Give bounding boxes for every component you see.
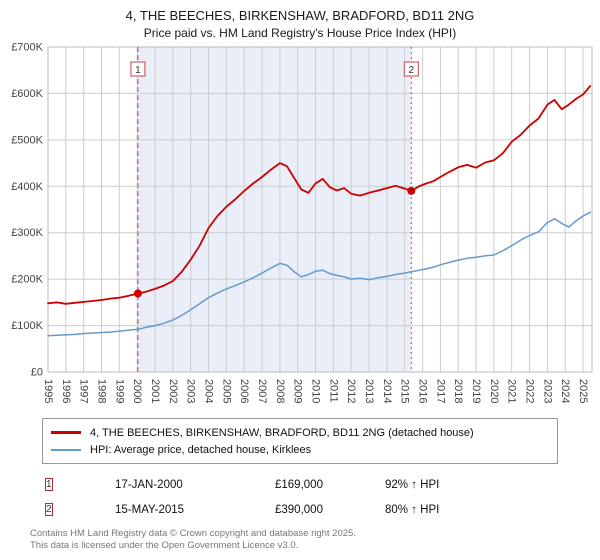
copyright-footer: Contains HM Land Registry data © Crown c… (30, 528, 600, 553)
x-axis-tick-label: 2023 (541, 379, 553, 403)
x-axis-tick-label: 1998 (96, 379, 108, 403)
x-axis-tick-label: 2015 (399, 379, 411, 403)
hpi-line-swatch (51, 448, 81, 451)
x-axis-tick-label: 2014 (381, 379, 393, 403)
transaction-1-price: £169,000 (275, 478, 323, 491)
price-line-swatch (51, 431, 81, 434)
transaction-1-date: 17-JAN-2000 (115, 478, 183, 491)
x-axis-tick-label: 1997 (78, 379, 90, 403)
y-axis-tick-label: £500K (11, 134, 43, 146)
plot-border (47, 46, 593, 373)
page-subtitle: Price paid vs. HM Land Registry's House … (143, 26, 457, 40)
chart-legend: 4, THE BEECHES, BIRKENSHAW, BRADFORD, BD… (42, 418, 558, 464)
sale-flag-number-1: 1 (135, 65, 141, 76)
x-axis-tick-label: 1995 (42, 379, 54, 403)
x-axis-tick-label: 2009 (292, 379, 304, 403)
y-axis-tick-label: £400K (11, 181, 43, 193)
transaction-2-price: £390,000 (275, 503, 323, 516)
legend-item-hpi: HPI: Average price, detached house, Kirk… (51, 441, 549, 458)
legend-label-price-paid: 4, THE BEECHES, BIRKENSHAW, BRADFORD, BD… (90, 426, 474, 439)
y-axis-tick-label: £200K (11, 274, 43, 286)
legend-item-price-paid: 4, THE BEECHES, BIRKENSHAW, BRADFORD, BD… (51, 424, 549, 441)
y-axis-tick-label: £600K (11, 88, 43, 100)
x-axis-tick-label: 1999 (113, 379, 125, 403)
x-axis-tick-label: 2000 (131, 379, 143, 403)
transaction-row-1: 1 17-JAN-2000 £169,000 92% ↑ HPI (45, 478, 600, 491)
x-axis-tick-label: 2006 (238, 379, 250, 403)
copyright-line-1: Contains HM Land Registry data © Crown c… (30, 528, 356, 539)
x-axis-tick-label: 2019 (470, 379, 482, 403)
x-axis-tick-label: 2004 (203, 379, 215, 403)
y-axis-tick-label: £300K (11, 227, 43, 239)
transaction-row-2: 2 15-MAY-2015 £390,000 80% ↑ HPI (45, 503, 600, 516)
x-axis-tick-label: 2012 (345, 379, 357, 403)
x-axis-tick-label: 2016 (417, 379, 429, 403)
sale-flag-2 (403, 61, 419, 77)
x-axis-tick-label: 2022 (524, 379, 536, 403)
x-axis-tick-label: 2001 (149, 379, 161, 403)
hpi-line (47, 211, 591, 337)
sale-point-1 (133, 289, 142, 298)
x-axis-tick-label: 2008 (274, 379, 286, 403)
transaction-1-number-badge: 1 (45, 478, 53, 491)
sale-flag-1 (130, 61, 146, 77)
x-axis-tick-label: 2024 (559, 379, 571, 403)
transaction-1-hpi-delta: 92% ↑ HPI (385, 478, 440, 491)
page-title: 4, THE BEECHES, BIRKENSHAW, BRADFORD, BD… (125, 8, 475, 23)
x-axis-tick-label: 2021 (506, 379, 518, 403)
x-axis-tick-label: 2010 (310, 379, 322, 403)
transaction-2-date: 15-MAY-2015 (115, 503, 185, 516)
y-axis-tick-label: £700K (11, 42, 43, 54)
x-axis-tick-label: 1996 (60, 379, 72, 403)
x-axis-tick-label: 2011 (327, 379, 339, 403)
transaction-2-hpi-delta: 80% ↑ HPI (385, 503, 440, 516)
x-axis-tick-label: 2005 (220, 379, 232, 403)
hpi-shaded-region (137, 47, 412, 372)
transaction-2-number-badge: 2 (45, 503, 53, 516)
price-paid-line (47, 85, 592, 305)
x-axis-tick-label: 2002 (167, 379, 179, 403)
transaction-list: 1 17-JAN-2000 £169,000 92% ↑ HPI 2 15-MA… (45, 478, 600, 516)
x-axis-tick-label: 2020 (488, 379, 500, 403)
price-chart: £0 £100K £200K £300K £400K £500K £600K £700K 199… (11, 42, 593, 403)
legend-label-hpi: HPI: Average price, detached house, Kirk… (90, 443, 312, 456)
x-axis-tick-label: 2013 (363, 379, 375, 403)
copyright-line-2: This data is licensed under the Open Gov… (30, 540, 299, 552)
x-axis-tick-label: 2007 (256, 379, 268, 403)
sale-flag-number-2: 2 (409, 65, 415, 76)
y-axis-tick-label: £0 (31, 367, 43, 379)
x-axis-tick-label: 2017 (434, 379, 446, 403)
x-axis-tick-label: 2018 (452, 379, 464, 403)
x-axis-tick-label: 2003 (185, 379, 197, 403)
sale-point-2 (407, 186, 416, 195)
x-axis-tick-label: 2025 (577, 379, 589, 403)
y-axis-tick-label: £100K (11, 320, 43, 332)
